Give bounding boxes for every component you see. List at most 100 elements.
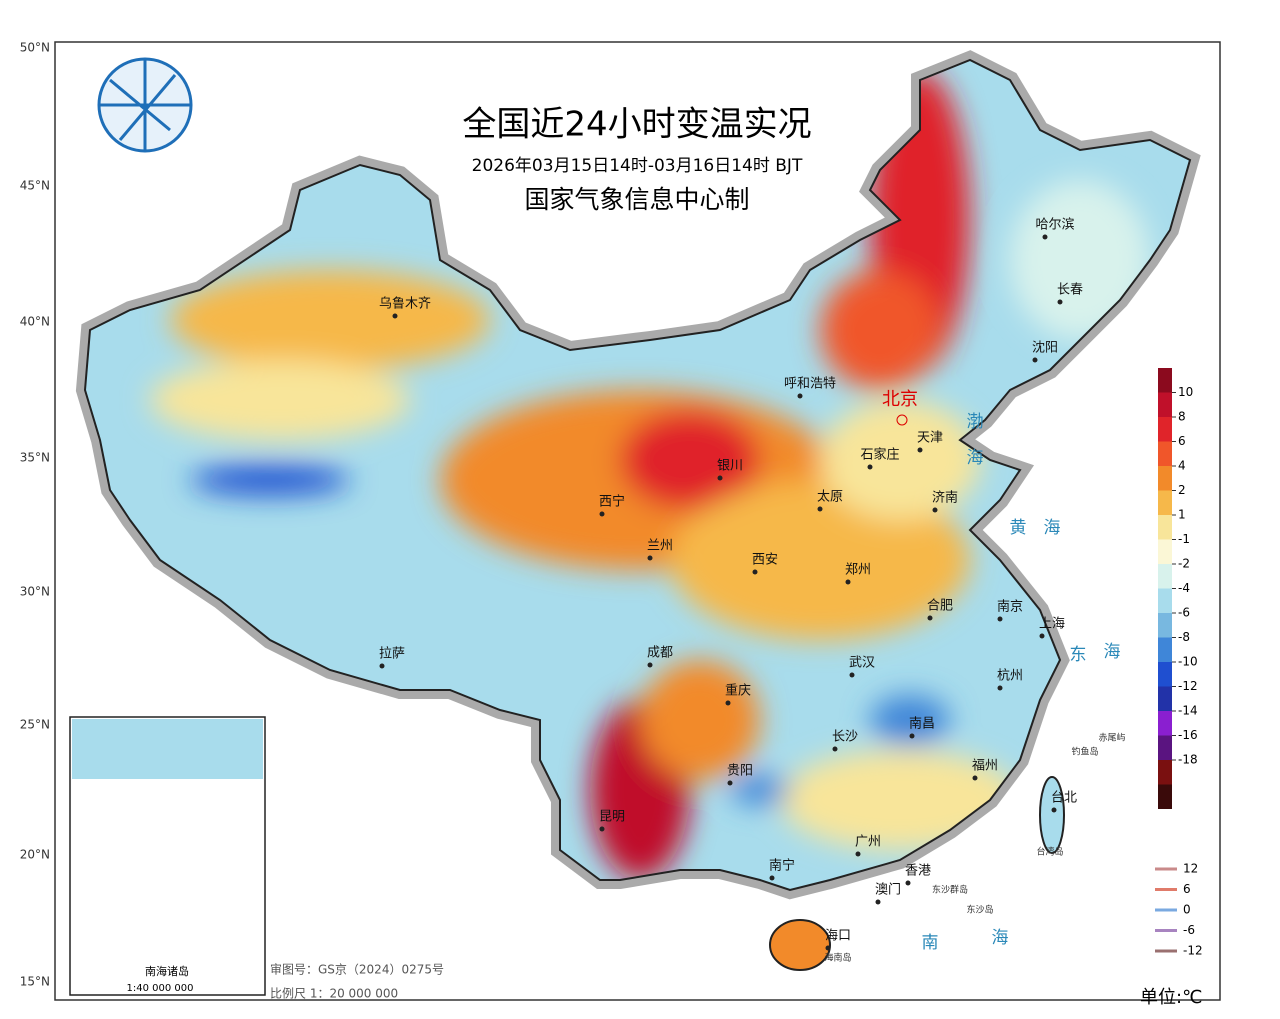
legend-swatch [1158, 539, 1172, 564]
city-dot [845, 579, 851, 585]
legend-label: -10 [1178, 655, 1198, 669]
city-label: 乌鲁木齐 [379, 296, 431, 312]
city-label: 海口 [825, 929, 851, 944]
city-dot [647, 555, 653, 561]
island-label: 赤尾屿 [1098, 733, 1125, 744]
line-legend-label: -12 [1183, 944, 1203, 958]
city-label: 郑州 [845, 563, 871, 578]
legend-swatch [1158, 392, 1172, 417]
legend-swatch [1158, 686, 1172, 711]
latitude-label: 30°N [20, 585, 50, 599]
legend-label: -4 [1178, 581, 1190, 595]
latitude-label: 35°N [20, 451, 50, 465]
legend-swatch [1158, 588, 1172, 613]
sea-label: 海 [992, 928, 1009, 948]
city-dot [927, 615, 933, 621]
legend-swatch [1158, 735, 1172, 760]
legend-swatch [1158, 760, 1172, 785]
city-label: 南宁 [769, 858, 795, 874]
city-label: 武汉 [849, 656, 875, 671]
city-label: 合肥 [927, 599, 953, 614]
legend-swatch [1158, 441, 1172, 466]
city-dot [849, 672, 855, 678]
logo [97, 57, 193, 153]
legend-swatch [1158, 417, 1172, 442]
line-legend-label: 0 [1183, 903, 1191, 917]
city-dot [379, 663, 385, 669]
line-legend-label: -6 [1183, 923, 1195, 937]
city-dot [599, 511, 605, 517]
legend-swatch [1158, 711, 1172, 736]
city-label: 南昌 [909, 716, 935, 732]
city-label: 天津 [917, 431, 943, 446]
city-dot [875, 899, 881, 905]
city-label: 北京 [882, 389, 918, 410]
city-dot [917, 447, 923, 453]
legend-label: 8 [1178, 410, 1186, 424]
island-label: 东沙岛 [966, 904, 993, 916]
city-dot [725, 700, 731, 706]
city-dot [909, 733, 915, 739]
city-label: 南京 [997, 599, 1023, 615]
hainan [769, 919, 831, 971]
city-dot [972, 775, 978, 781]
sea-label: 海 [1104, 642, 1121, 662]
title: 全国近24小时变温实况 [462, 105, 811, 145]
legend-label: -12 [1178, 679, 1198, 693]
city-dot [752, 569, 758, 575]
city-dot [867, 464, 873, 470]
city-dot [717, 475, 723, 481]
legend-label: -6 [1178, 606, 1190, 620]
line-legend-label: 12 [1183, 862, 1198, 876]
sea-label: 渤 [967, 412, 984, 432]
city-label: 兰州 [647, 539, 673, 554]
city-label: 银川 [717, 459, 743, 474]
city-dot [647, 662, 653, 668]
latitude-label: 40°N [20, 315, 50, 329]
city-label: 上海 [1039, 617, 1065, 632]
producer: 国家气象信息中心制 [524, 185, 749, 214]
city-label: 太原 [817, 490, 843, 505]
city-label: 长沙 [832, 730, 858, 745]
city-dot [832, 746, 838, 752]
legend-label: -1 [1178, 532, 1190, 546]
legend-label: -16 [1178, 728, 1198, 742]
legend-swatch [1158, 662, 1172, 687]
city-label: 成都 [647, 646, 673, 661]
city-dot [932, 507, 938, 513]
city-dot [1032, 357, 1038, 363]
legend-swatch [1158, 613, 1172, 638]
line-legend-label: 6 [1183, 882, 1191, 896]
latitude-label: 25°N [20, 718, 50, 732]
city-dot [797, 393, 803, 399]
legend-label: -8 [1178, 630, 1190, 644]
city-label: 西宁 [599, 494, 625, 510]
map-frame [54, 41, 1221, 1001]
legend-swatch [1158, 637, 1172, 662]
city-label: 济南 [932, 490, 958, 506]
city-dot [825, 945, 831, 951]
city-dot [997, 685, 1003, 691]
city-dot [1042, 234, 1048, 240]
latitude-label: 50°N [20, 41, 50, 55]
city-dot [1057, 299, 1063, 305]
city-label: 重庆 [725, 683, 751, 699]
island-label: 东沙群岛 [932, 884, 968, 896]
city-label: 澳门 [875, 882, 901, 898]
legend-label: 10 [1178, 385, 1193, 399]
city-dot [392, 313, 398, 319]
legend-label: 6 [1178, 434, 1186, 448]
city-label: 拉萨 [379, 647, 405, 662]
city-dot [817, 506, 823, 512]
city-dot [727, 780, 733, 786]
legend-swatch [1158, 368, 1172, 393]
city-label: 香港 [905, 864, 931, 879]
city-dot [896, 414, 908, 426]
sea-label: 黄 [1010, 518, 1027, 538]
city-label: 呼和浩特 [784, 377, 836, 392]
city-dot [905, 880, 911, 886]
latitude-label: 45°N [20, 179, 50, 193]
unit: 单位:℃ [1140, 987, 1202, 1008]
sea-label: 东 [1070, 645, 1087, 665]
